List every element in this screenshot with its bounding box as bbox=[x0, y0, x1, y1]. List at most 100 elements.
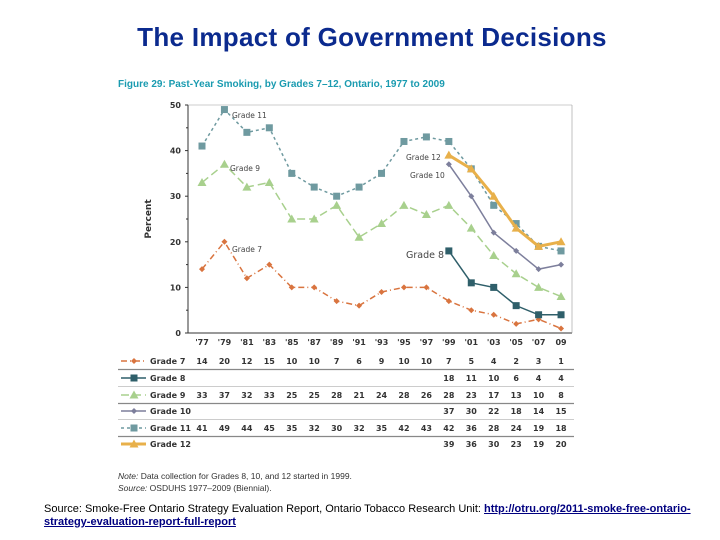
table-cell: 6 bbox=[356, 357, 362, 366]
table-cell: 23 bbox=[511, 440, 522, 449]
data-point-grade-11 bbox=[265, 124, 273, 132]
legend-marker-grade-12 bbox=[129, 439, 139, 448]
x-tick-label: '81 bbox=[240, 338, 254, 347]
line-chart: 0 10 20 30 40 50 Percent '77 '79 '81 '83 '85 '87 '89 '… bbox=[118, 101, 574, 449]
table-cell: 42 bbox=[443, 424, 454, 433]
table-cell: 30 bbox=[466, 407, 478, 416]
table-cell: 18 bbox=[511, 407, 523, 416]
table-cell: 10 bbox=[488, 374, 500, 383]
table-cell: 35 bbox=[376, 424, 388, 433]
y-axis-label: Percent bbox=[144, 199, 154, 239]
series-line-grade-10 bbox=[448, 163, 562, 270]
x-tick-label: 09 bbox=[555, 338, 567, 347]
table-cell: 2 bbox=[513, 357, 519, 366]
source-link[interactable]: http://otru.org/2011-smoke-free-ontario-… bbox=[44, 503, 691, 528]
legend-label-grade-11: Grade 11 bbox=[150, 424, 191, 433]
data-point-grade-9 bbox=[444, 200, 454, 209]
series-line-grade-12 bbox=[448, 153, 562, 248]
data-point-grade-11 bbox=[512, 220, 520, 228]
data-point-grade-11 bbox=[557, 247, 565, 255]
table-cell: 9 bbox=[379, 357, 385, 366]
data-point-grade-9 bbox=[421, 209, 431, 218]
x-tick-label: '83 bbox=[263, 338, 277, 347]
y-tick-label: 40 bbox=[170, 147, 182, 156]
series-line-grade-8 bbox=[448, 250, 562, 316]
table-cell: 15 bbox=[555, 407, 567, 416]
data-point-grade-11 bbox=[198, 142, 206, 150]
table-cell: 32 bbox=[241, 391, 252, 400]
table-cell: 28 bbox=[398, 391, 410, 400]
table-cell: 41 bbox=[196, 424, 208, 433]
data-point-grade-11 bbox=[355, 183, 363, 191]
series-line-grade-11 bbox=[201, 108, 562, 252]
table-cell: 30 bbox=[488, 440, 500, 449]
table-cell: 37 bbox=[219, 391, 230, 400]
x-tick-label: '95 bbox=[397, 338, 411, 347]
legend-label-grade-7: Grade 7 bbox=[150, 357, 185, 366]
series-annotation: Grade 7 bbox=[232, 245, 262, 254]
y-tick-label: 50 bbox=[170, 101, 182, 110]
table-cell: 33 bbox=[264, 391, 275, 400]
data-point-grade-7 bbox=[445, 298, 452, 305]
y-tick-label: 30 bbox=[170, 192, 182, 201]
table-cell: 4 bbox=[491, 357, 497, 366]
table-cell: 24 bbox=[376, 391, 388, 400]
data-point-grade-9 bbox=[309, 214, 319, 223]
table-cell: 3 bbox=[536, 357, 542, 366]
data-point-grade-9 bbox=[511, 269, 521, 278]
table-cell: 18 bbox=[555, 424, 567, 433]
table-cell: 24 bbox=[511, 424, 523, 433]
table-cell: 33 bbox=[196, 391, 207, 400]
source-label: Source: bbox=[118, 483, 148, 493]
data-point-grade-11 bbox=[310, 183, 318, 191]
data-point-grade-11 bbox=[445, 137, 453, 145]
table-cell: 1 bbox=[558, 357, 564, 366]
legend-marker-grade-10 bbox=[131, 408, 137, 414]
data-point-grade-9 bbox=[287, 214, 297, 223]
table-cell: 10 bbox=[533, 391, 545, 400]
data-point-grade-12 bbox=[534, 241, 544, 250]
data-point-grade-9 bbox=[354, 232, 364, 241]
table-cell: 7 bbox=[334, 357, 340, 366]
table-cell: 4 bbox=[558, 374, 564, 383]
table-cell: 45 bbox=[264, 424, 276, 433]
table-cell: 43 bbox=[421, 424, 432, 433]
data-point-grade-9 bbox=[242, 182, 252, 191]
series-annotation: Grade 10 bbox=[410, 171, 445, 180]
legend-label-grade-10: Grade 10 bbox=[150, 407, 191, 416]
data-point-grade-7 bbox=[468, 307, 475, 314]
y-tick-label: 10 bbox=[170, 283, 182, 292]
data-point-grade-12 bbox=[444, 150, 454, 159]
table-cell: 22 bbox=[488, 407, 499, 416]
data-point-grade-7 bbox=[221, 238, 228, 245]
table-cell: 7 bbox=[446, 357, 452, 366]
table-cell: 10 bbox=[398, 357, 410, 366]
data-point-grade-10 bbox=[558, 261, 565, 268]
data-point-grade-9 bbox=[219, 159, 229, 168]
data-point-grade-10 bbox=[535, 266, 542, 273]
x-tick-label: '01 bbox=[464, 338, 478, 347]
table-cell: 49 bbox=[219, 424, 231, 433]
table-cell: 10 bbox=[286, 357, 298, 366]
legend-marker-grade-11 bbox=[130, 424, 138, 432]
table-cell: 35 bbox=[286, 424, 298, 433]
table-cell: 28 bbox=[488, 424, 500, 433]
table-cell: 36 bbox=[466, 424, 478, 433]
x-tick-label: '03 bbox=[487, 338, 501, 347]
series-annotation: Grade 11 bbox=[232, 111, 267, 120]
data-point-grade-8 bbox=[445, 247, 453, 255]
data-point-grade-10 bbox=[468, 193, 475, 200]
x-tick-label: '05 bbox=[509, 338, 523, 347]
legend-marker-grade-8 bbox=[130, 374, 138, 382]
data-point-grade-12 bbox=[511, 223, 521, 232]
data-point-grade-7 bbox=[243, 275, 250, 282]
series-annotation: Grade 9 bbox=[230, 164, 260, 173]
data-point-grade-9 bbox=[399, 200, 409, 209]
note-text: Data collection for Grades 8, 10, and 12… bbox=[138, 471, 352, 481]
data-point-grade-9 bbox=[197, 178, 207, 187]
data-point-grade-7 bbox=[490, 311, 497, 318]
table-cell: 10 bbox=[309, 357, 321, 366]
table-cell: 20 bbox=[219, 357, 231, 366]
data-point-grade-11 bbox=[288, 169, 296, 177]
x-tick-label: '99 bbox=[442, 338, 456, 347]
